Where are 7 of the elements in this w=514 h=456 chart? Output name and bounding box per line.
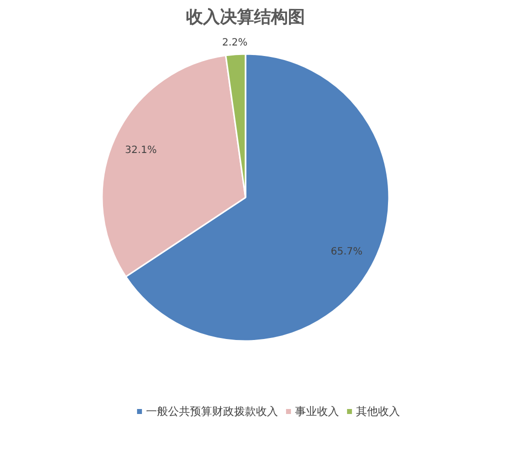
legend-label: 一般公共预算财政拨款收入 [146, 404, 278, 418]
data-label: 2.2% [222, 37, 248, 48]
legend-label: 其他收入 [356, 404, 400, 418]
data-label: 65.7% [330, 246, 362, 258]
data-label: 32.1% [125, 144, 157, 156]
legend-label: 事业收入 [295, 404, 339, 418]
chart-title: 收入决算结构图 [186, 8, 305, 28]
